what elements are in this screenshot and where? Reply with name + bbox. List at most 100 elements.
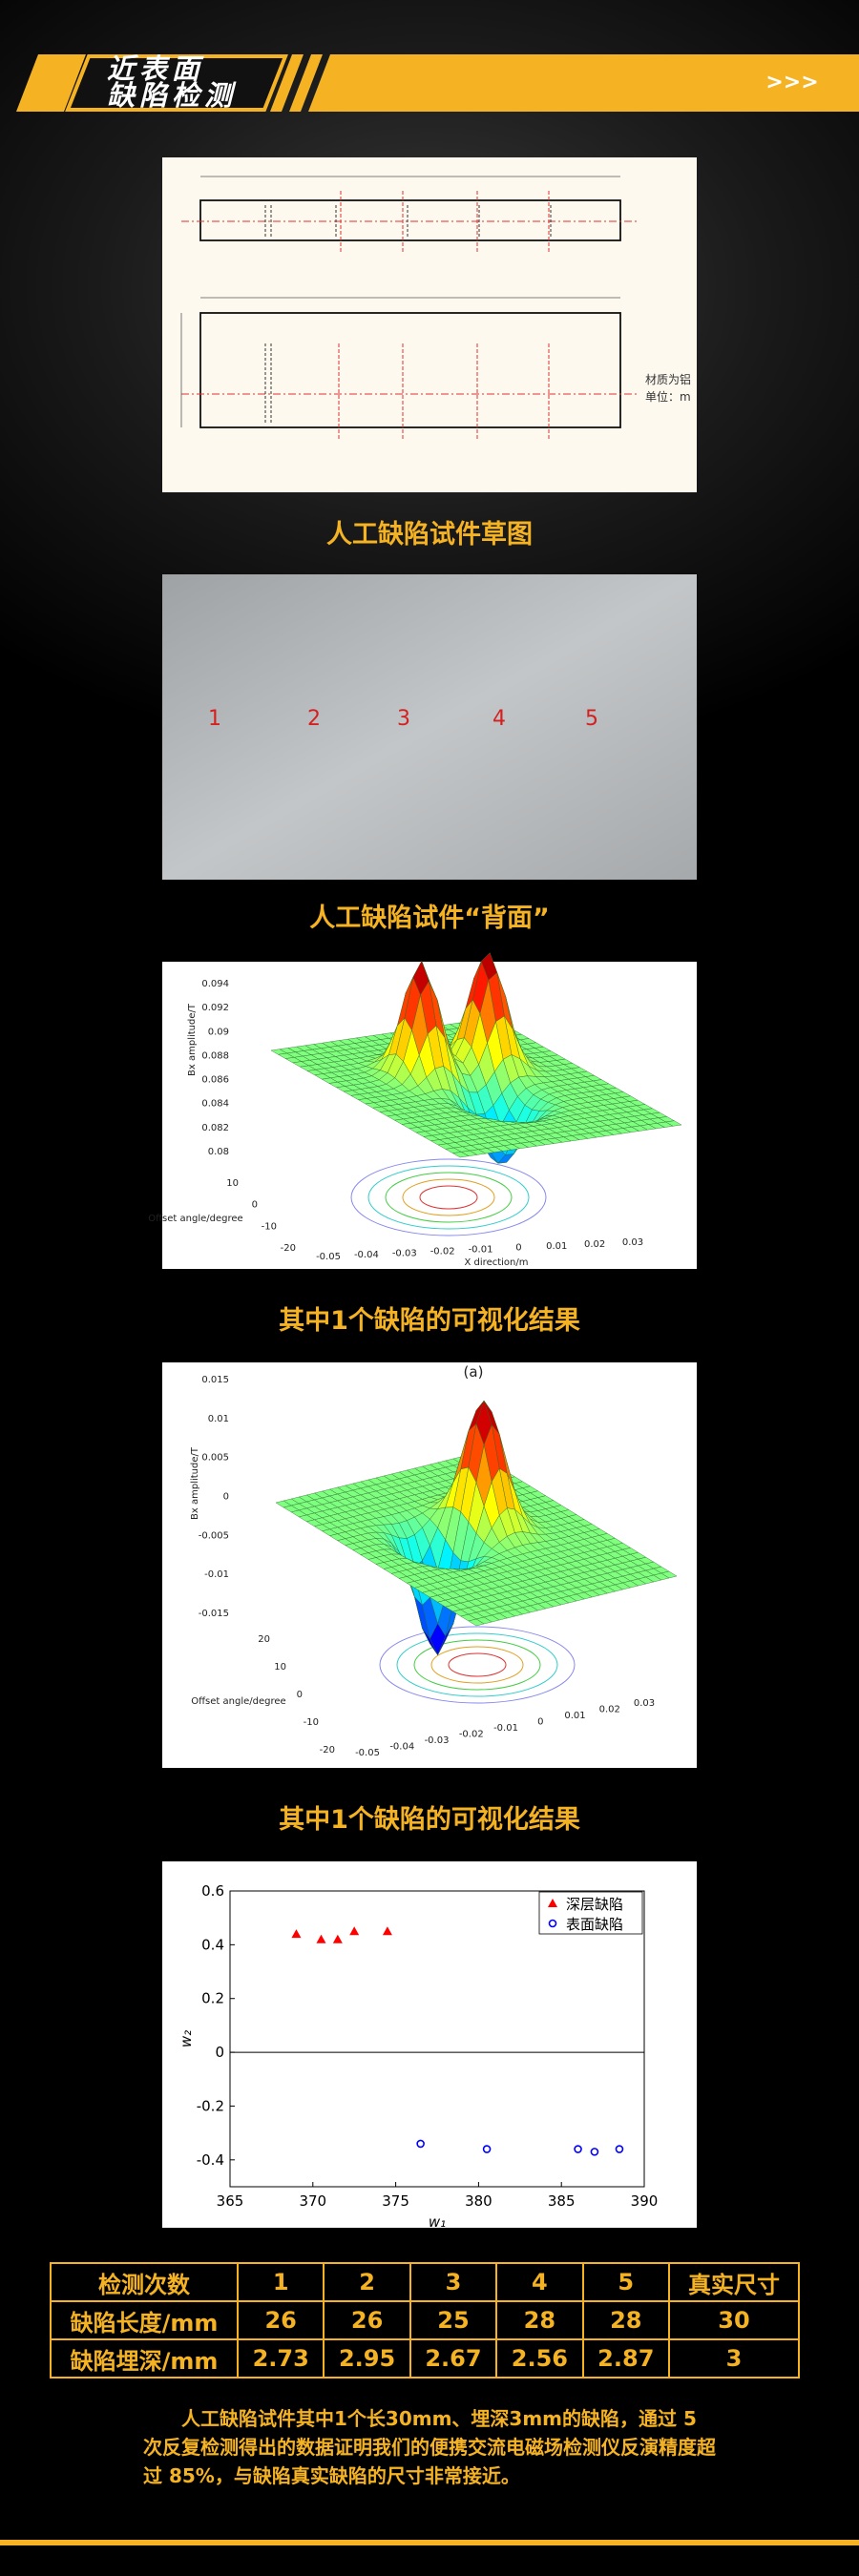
title: 缺陷检测 [107, 79, 237, 112]
y-tick-label: 0 [297, 1690, 303, 1700]
contour [413, 1639, 541, 1691]
table-cell: 2 [323, 2262, 411, 2302]
caption: 其中1个缺陷的可视化结果 [279, 1805, 580, 1835]
x-tick-label: -0.01 [469, 1245, 493, 1256]
y-tick-label: -10 [262, 1221, 277, 1232]
legend-marker [548, 1919, 557, 1928]
x-tick-label: 0.03 [622, 1237, 643, 1248]
x-tick-label: 380 [465, 2192, 492, 2210]
table-cell: 28 [581, 2300, 671, 2340]
caption: 其中1个缺陷的可视化结果 [279, 1306, 580, 1336]
photo-labels: 1 2 3 4 5 [208, 707, 598, 731]
z-tick-label: 0.09 [208, 1027, 229, 1037]
x-tick-label: 390 [631, 2192, 659, 2210]
footer-line [0, 2540, 859, 2545]
banner-stripe [289, 54, 323, 112]
table-cell: 2.67 [409, 2338, 498, 2379]
x-tick-label: 0.01 [546, 1241, 567, 1252]
z-tick-label: 0.086 [201, 1075, 229, 1086]
x-tick-label: 0 [537, 1717, 543, 1728]
y-tick-label: -0.4 [197, 2151, 224, 2169]
chart: 0.6 0.4 0.2 0 -0.2 -0.4 365 370 375 380 385 390 w₁ w₂… [178, 1882, 658, 2231]
sketch-rect [199, 199, 621, 241]
legend-box [538, 1891, 643, 1935]
table-cell: 4 [495, 2262, 584, 2302]
z-tick-label: 0.015 [201, 1375, 229, 1385]
table-cell: 26 [323, 2300, 411, 2340]
x-tick-label: 0.01 [564, 1711, 585, 1721]
table-cell: 真实尺寸 [668, 2262, 800, 2302]
defect-marks [264, 205, 552, 425]
banner-stripe [16, 54, 86, 112]
table-cell: 检测次数 [50, 2262, 239, 2302]
table-cell: 25 [409, 2300, 498, 2340]
legend-label: 表面缺陷 [566, 1916, 623, 1933]
photo [162, 574, 697, 880]
defect-axes [338, 191, 550, 439]
table-cell: 3 [668, 2338, 800, 2379]
x-tick-label: -0.04 [354, 1250, 379, 1260]
note: 人工缺陷试件其中1个长30mm、埋深3mm的缺陷，通过 5 次反复检测得出的数据… [143, 2407, 716, 2487]
x-tick-label: -0.03 [392, 1248, 417, 1258]
point [382, 1926, 392, 1936]
arrow: >>> [765, 71, 818, 94]
z-tick-label: 0.01 [208, 1414, 229, 1424]
y-tick-label: -0.2 [197, 2097, 224, 2114]
panel-tag: (a) [464, 1363, 484, 1381]
table-cell: 30 [668, 2300, 800, 2340]
y-tick-label: 0 [252, 1200, 258, 1211]
table-cell: 缺陷埋深/mm [50, 2338, 239, 2379]
caption: 人工缺陷试件“背面” [309, 904, 550, 933]
x-tick-label: -0.02 [430, 1246, 455, 1257]
table-row: 缺陷长度/mm 26 26 25 28 28 30 [50, 2300, 800, 2340]
surface-cell [451, 1152, 470, 1158]
defect-number: 3 [397, 707, 410, 731]
point [416, 2139, 425, 2149]
sketch: 材质为铝 单位：m [162, 157, 697, 492]
table-cell: 5 [581, 2262, 671, 2302]
point [590, 2148, 599, 2156]
x-tick-label: 0 [515, 1243, 521, 1254]
title-box [65, 54, 288, 112]
caption: 人工缺陷试件草图 [326, 520, 533, 550]
point [316, 1934, 326, 1943]
x-tick-label: -0.04 [389, 1742, 414, 1753]
contour [402, 1178, 495, 1216]
y-tick-label: 0.2 [201, 1990, 224, 2007]
x-axis-label: w₁ [429, 2213, 446, 2231]
y-tick-label: 0.6 [201, 1882, 224, 1900]
point [332, 1934, 343, 1943]
x-tick-label: -0.05 [355, 1748, 380, 1758]
sketch-note: 单位：m [645, 389, 691, 404]
table-row: 缺陷埋深/mm 2.73 2.95 2.67 2.56 2.87 3 [50, 2338, 800, 2379]
result-table: 检测次数 1 2 3 4 5 真实尺寸 缺陷长度/mm 26 26 25 28 28 30 缺陷埋深/mm 2… [50, 2262, 800, 2379]
x-tick-label: 0.03 [634, 1698, 655, 1709]
z-tick-label: -0.01 [204, 1569, 229, 1580]
x-tick-label: -0.02 [459, 1730, 484, 1740]
y-tick-label: 0 [215, 2044, 224, 2061]
z-tick-label: -0.015 [199, 1609, 229, 1619]
x-tick-label: -0.03 [425, 1735, 450, 1746]
defect-number: 5 [585, 707, 598, 731]
contour [430, 1646, 524, 1684]
z-tick-label: 0.092 [201, 1003, 229, 1013]
y-tick-label: -10 [304, 1717, 319, 1728]
axis-label: Offset angle/degree [191, 1696, 285, 1707]
x-tick-label: 375 [382, 2192, 409, 2210]
contour [379, 1626, 576, 1704]
x-tick-label: 370 [299, 2192, 326, 2210]
sketch-rect [199, 312, 621, 428]
table-cell: 2.95 [323, 2338, 411, 2379]
y-tick-label: -20 [281, 1243, 296, 1254]
z-tick-label: 0.088 [201, 1050, 229, 1061]
z-tick-label: 0.084 [201, 1099, 229, 1110]
x-tick-label: -0.05 [316, 1252, 341, 1262]
table-cell: 2.73 [236, 2338, 325, 2379]
table-cell: 28 [495, 2300, 584, 2340]
point [574, 2145, 582, 2153]
table-cell: 26 [236, 2300, 325, 2340]
table-cell: 2.56 [495, 2338, 584, 2379]
contour [385, 1172, 513, 1223]
axis-label: Offset angle/degree [148, 1214, 242, 1224]
